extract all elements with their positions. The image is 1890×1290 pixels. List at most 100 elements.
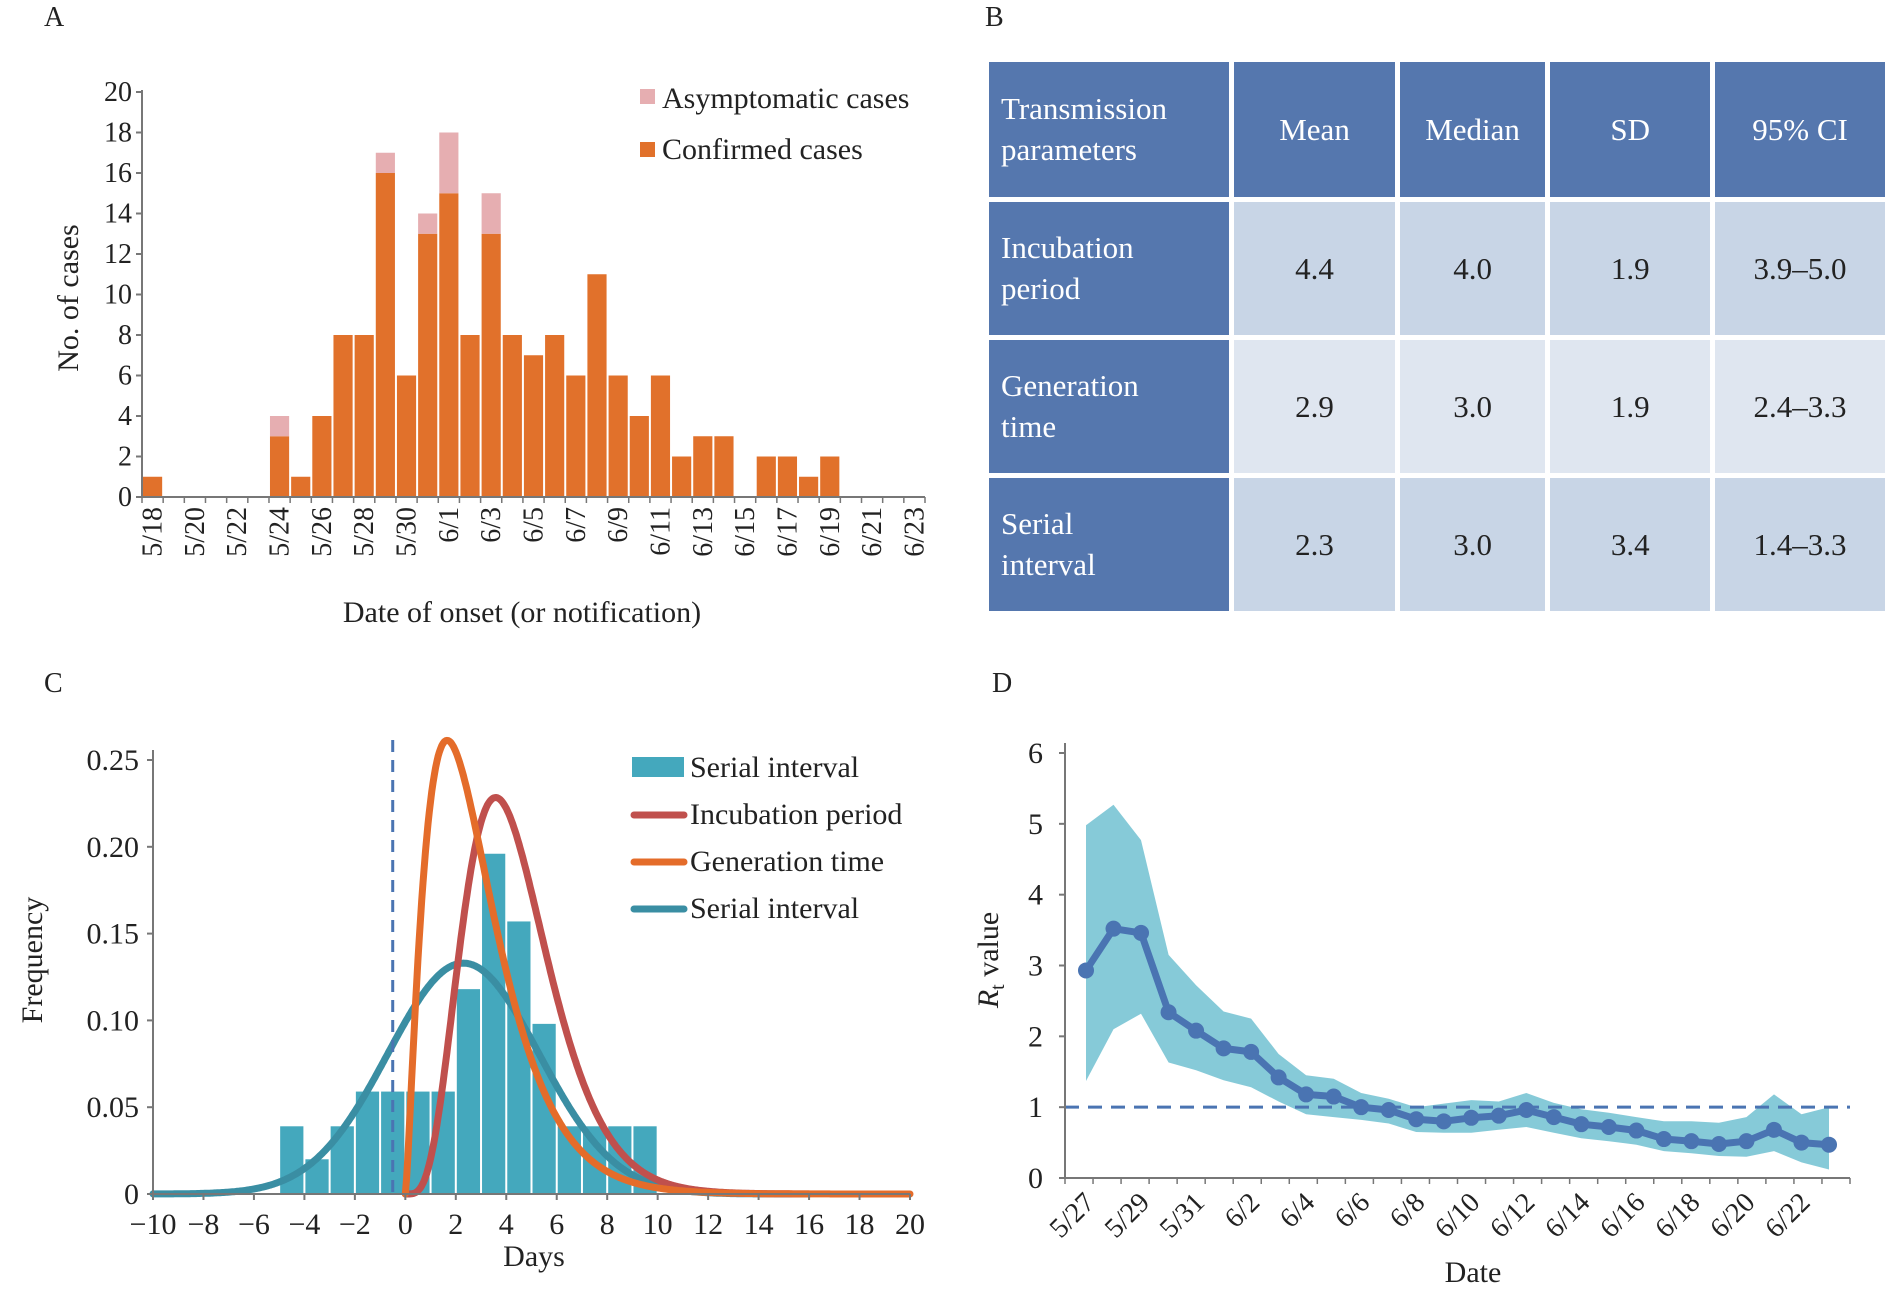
distribution-y-tick-label: 0.25 [87, 744, 140, 777]
epi-x-tick-label: 6/15 [730, 507, 761, 557]
rt-point [1270, 1069, 1287, 1086]
cell-serial-mean: 2.3 [1229, 473, 1400, 616]
bar-asymptomatic [269, 416, 290, 437]
rt-y-tick-label: 6 [1028, 737, 1043, 770]
epi-y-tick-label: 0 [118, 482, 132, 513]
transmission-parameters-table: Transmission parameters Mean Median SD 95… [983, 57, 1890, 616]
cell-incubation-median: 4.0 [1394, 197, 1551, 340]
bar-confirmed [502, 335, 522, 497]
rt-point [1215, 1040, 1232, 1057]
rt-x-tick-label: 6/4 [1274, 1187, 1321, 1234]
rt-y-tick-label: 3 [1028, 950, 1043, 983]
epi-x-tick-label: 6/3 [476, 507, 507, 543]
rt-x-tick-label: 6/18 [1649, 1187, 1706, 1244]
cell-generation-sd: 1.9 [1545, 335, 1716, 478]
distribution-x-tick-label: 8 [600, 1208, 615, 1241]
distribution-x-tick-label: −8 [188, 1208, 220, 1241]
rt-point [1600, 1119, 1617, 1135]
bar-confirmed [460, 335, 480, 497]
bar-confirmed [587, 274, 607, 497]
rt-x-tick-label: 5/29 [1099, 1187, 1156, 1244]
epi-x-tick-label: 5/24 [265, 507, 296, 557]
rt-point [1710, 1136, 1727, 1152]
bar-confirmed [545, 335, 565, 497]
legend-label-incubation: Incubation period [690, 798, 902, 831]
epi-legend: Asymptomatic cases Confirmed cases [640, 82, 909, 166]
epidemic-curve-chart: 0 2 4 6 8 10 12 14 16 18 20 5/18 5/20 5/22 5/24 5/26 5/2… [52, 77, 930, 629]
rt-y-tick-label: 4 [1028, 879, 1043, 912]
legend-label-serial-hist: Serial interval [690, 751, 859, 784]
rt-point [1463, 1109, 1480, 1126]
rt-point [1380, 1102, 1397, 1118]
cell-generation-mean: 2.9 [1229, 335, 1400, 478]
row-label-generation: Generation time [983, 335, 1235, 478]
table-header-row: Transmission parameters Mean Median SD 95… [983, 57, 1890, 202]
rt-point [1683, 1133, 1700, 1150]
epi-x-tick-label: 5/20 [180, 507, 211, 557]
epi-axes: 0 2 4 6 8 10 12 14 16 18 20 5/18 5/20 5/22 5/24 5/26 5/2… [104, 77, 930, 557]
rt-point [1243, 1043, 1260, 1060]
distribution-x-tick-label: −4 [288, 1208, 320, 1241]
epi-x-tick-label: 6/5 [519, 507, 550, 543]
rt-point [1573, 1116, 1590, 1133]
bar-confirmed [354, 335, 374, 497]
rt-point [1105, 920, 1122, 937]
table-row: Serial interval 2.3 3.0 3.4 1.4–3.3 [983, 473, 1890, 616]
distribution-x-tick-label: 0 [398, 1208, 413, 1241]
bar-confirmed [714, 436, 734, 497]
cell-serial-ci: 1.4–3.3 [1710, 473, 1890, 616]
rt-x-tick-label: 6/8 [1384, 1187, 1431, 1234]
bar-asymptomatic [481, 193, 501, 234]
header-cell-ci: 95% CI [1710, 57, 1890, 202]
histogram-bar [456, 989, 481, 1194]
histogram-bar [305, 1159, 329, 1194]
bar-confirmed [269, 436, 290, 497]
cell-incubation-ci: 3.9–5.0 [1710, 197, 1890, 340]
header-cell-sd: SD [1545, 57, 1716, 202]
epi-y-tick-label: 8 [118, 320, 132, 351]
distribution-x-tick-label: 12 [693, 1208, 723, 1241]
rt-x-tick-label: 6/6 [1329, 1187, 1376, 1234]
bar-asymptomatic [439, 132, 459, 194]
distribution-y-tick-label: 0.20 [87, 831, 140, 864]
bar-confirmed [777, 456, 798, 497]
bar-confirmed [672, 456, 692, 497]
distribution-y-tick-label: 0.15 [87, 918, 140, 951]
rt-x-tick-label: 5/31 [1154, 1187, 1211, 1244]
distribution-y-axis-label: Frequency [16, 897, 49, 1024]
histogram-bar [532, 1023, 556, 1194]
legend-label-asymptomatic: Asymptomatic cases [662, 82, 909, 115]
rt-point [1160, 1004, 1177, 1021]
header-cell-mean: Mean [1229, 57, 1400, 202]
epi-bars [143, 132, 840, 497]
rt-point [1188, 1022, 1205, 1039]
epi-x-axis-label: Date of onset (or notification) [343, 596, 701, 629]
rt-point [1821, 1136, 1837, 1153]
rt-point [1628, 1122, 1645, 1139]
legend-swatch-asymptomatic [640, 89, 655, 104]
distribution-x-tick-label: −6 [238, 1208, 270, 1241]
histogram-bar [507, 921, 531, 1194]
rt-ylabel-sub: t [987, 984, 1009, 990]
distribution-y-tick-label: 0 [124, 1178, 139, 1211]
epi-y-tick-label: 12 [104, 239, 132, 270]
bar-confirmed [481, 233, 501, 497]
epi-y-tick-label: 10 [104, 280, 132, 311]
bar-confirmed [650, 375, 671, 497]
epi-y-tick-label: 20 [104, 77, 132, 108]
bar-asymptomatic [418, 213, 438, 234]
bar-confirmed [375, 173, 395, 497]
distribution-x-tick-label: 10 [643, 1208, 673, 1241]
bar-confirmed [799, 476, 819, 497]
table-row: Incubation period 4.4 4.0 1.9 3.9–5.0 [983, 197, 1890, 340]
rt-point [1435, 1113, 1452, 1130]
bar-asymptomatic [375, 152, 395, 173]
histogram-bar [355, 1091, 380, 1194]
distribution-x-tick-label: 4 [499, 1208, 514, 1241]
rt-point [1325, 1088, 1342, 1105]
rt-x-tick-label: 6/22 [1759, 1187, 1816, 1244]
epi-x-tick-label: 6/19 [815, 507, 846, 557]
epi-y-axis-label: No. of cases [52, 224, 85, 371]
bar-confirmed [418, 233, 438, 497]
